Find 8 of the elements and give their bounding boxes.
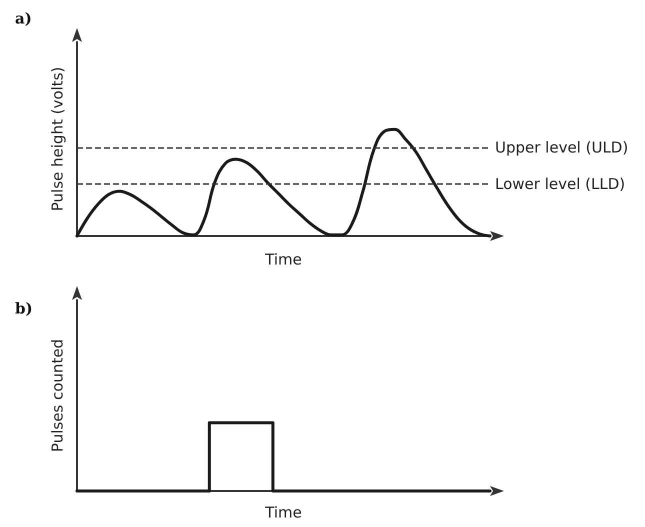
chart-title: a)	[15, 10, 32, 28]
ref-line-label: Upper level (ULD)	[495, 138, 628, 157]
chart-title: b)	[15, 300, 33, 318]
ref-line-label: Lower level (LLD)	[495, 174, 626, 193]
y-axis-title: Pulse height (volts)	[48, 66, 66, 212]
y-axis-title: Pulses counted	[48, 338, 66, 452]
x-axis-title: Time	[264, 250, 302, 268]
x-axis-title: Time	[264, 504, 302, 522]
